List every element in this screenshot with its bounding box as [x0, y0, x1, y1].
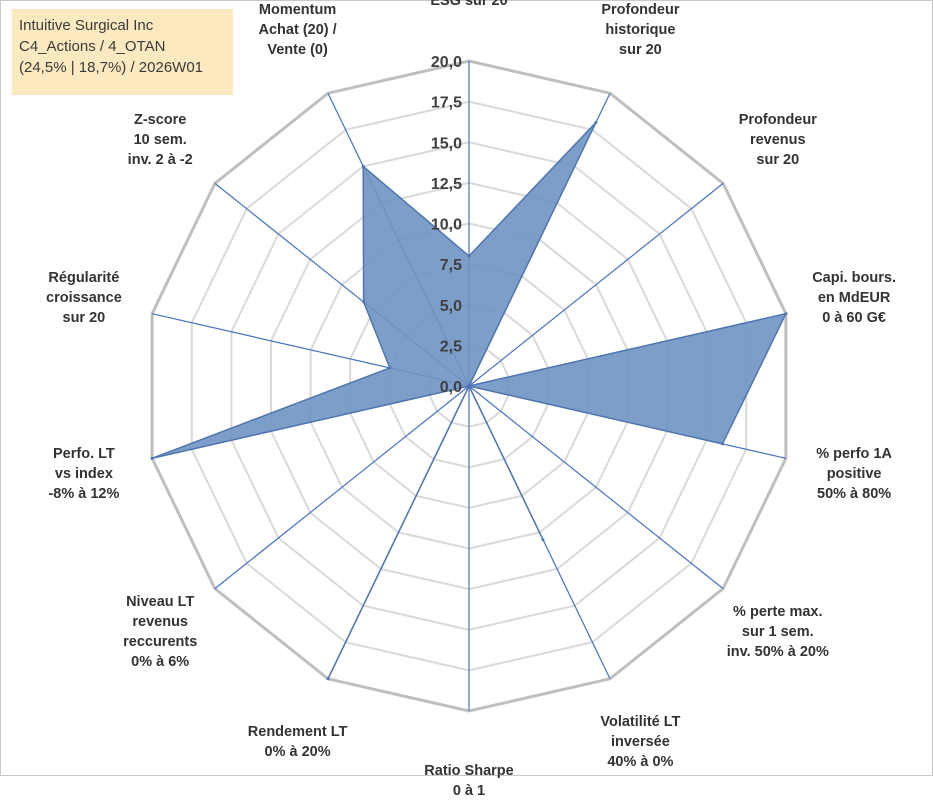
- series-point: [150, 456, 154, 460]
- radial-tick-label: 15,0: [431, 135, 462, 152]
- axis-label: Z-score 10 sem. inv. 2 à -2: [128, 110, 193, 170]
- axis-label-line: Ratio Sharpe: [424, 763, 514, 779]
- company-info-box: Intuitive Surgical Inc C4_Actions / 4_OT…: [12, 9, 233, 95]
- axis-label: Niveau LT revenus reccurents 0% à 6%: [123, 592, 197, 672]
- axis-label-line: Achat (20) /: [258, 22, 337, 39]
- axis-label-line: Profondeur: [738, 111, 817, 128]
- series-point: [361, 164, 365, 168]
- axis-label-line: Régularité: [48, 270, 120, 287]
- series-point: [362, 300, 366, 304]
- axis-label-line: sur 20: [619, 42, 662, 59]
- axis-label: Ratio Sharpe 0 à 1: [424, 761, 513, 801]
- axis-label: Capi. bours. en MdEUR 0 à 60 G€: [812, 268, 896, 328]
- axis-label-line: % perte max.: [733, 604, 823, 621]
- axis-label-line: Z-score: [133, 111, 187, 128]
- radial-tick-label: 17,5: [431, 95, 462, 112]
- series-point: [467, 384, 471, 388]
- axis-label-line: revenus: [749, 131, 806, 148]
- axis-label: NoteESG sur 20: [430, 0, 507, 11]
- axis-label-line: Momentum: [258, 2, 337, 19]
- axis-label-line: sur 1 sem.: [741, 624, 814, 641]
- radial-tick-label: 12,5: [431, 176, 462, 193]
- axis-label-line: Niveau LT: [126, 594, 195, 611]
- axis-label-line: Perfo. LT: [53, 445, 115, 462]
- axis-label-line: 0 à 60 G€: [822, 310, 886, 327]
- series-point: [388, 366, 392, 370]
- axis-label-line: Volatilité LT: [600, 713, 681, 730]
- axis-spoke: [214, 385, 470, 590]
- series-point: [721, 442, 724, 446]
- axis-label-line: 50% à 80%: [817, 485, 892, 502]
- axis-label-line: sur 20: [62, 310, 106, 327]
- axis-label: Profondeur historique sur 20: [601, 0, 679, 60]
- axis-label-line: inv. 2 à -2: [127, 151, 193, 168]
- axis-spoke: [468, 385, 724, 590]
- axis-label-line: inversée: [610, 733, 670, 750]
- axis-label-line: sur 20: [756, 151, 800, 168]
- axis-label-line: positive: [826, 465, 882, 482]
- axis-label-line: en MdEUR: [817, 290, 891, 307]
- radial-tick-label: 10,0: [431, 217, 462, 234]
- radial-tick-label: 20,0: [431, 54, 462, 71]
- radial-tick-labels: 0,0 2,5 5,0 7,5 10,0 12,5 15,0 17,5 20,0: [431, 54, 462, 396]
- axis-label-line: ESG sur 20: [430, 0, 508, 9]
- axis-label: % perte max. sur 1 sem. inv. 50% à 20%: [727, 602, 829, 662]
- axis-label-line: vs index: [54, 465, 113, 482]
- axis-label-line: Vente (0): [267, 42, 328, 59]
- radial-tick-label: 5,0: [440, 298, 462, 315]
- axis-label-line: 40% à 0%: [607, 753, 674, 770]
- radial-tick-label: 7,5: [440, 257, 462, 274]
- axis-label-line: historique: [605, 22, 676, 39]
- radar-chart: 0,0 2,5 5,0 7,5 10,0 12,5 15,0 17,5 20,0: [150, 54, 788, 713]
- axis-label-line: % perfo 1A: [816, 445, 892, 462]
- series-point: [594, 121, 598, 124]
- axis-label: Régularité croissance sur 20: [46, 268, 122, 328]
- series-point: [467, 254, 471, 258]
- series-point: [541, 538, 545, 542]
- series-point: [784, 312, 788, 316]
- radial-tick-label: 2,5: [440, 338, 462, 355]
- series-point: [326, 677, 330, 681]
- axis-label-line: 0% à 20%: [264, 743, 331, 760]
- axis-label-line: Rendement LT: [247, 723, 348, 740]
- radial-tick-label: 0,0: [440, 379, 462, 396]
- axis-label-line: -8% à 12%: [48, 485, 120, 502]
- axis-label-line: Capi. bours.: [812, 270, 896, 287]
- axis-label: % perfo 1A positive 50% à 80%: [816, 444, 892, 504]
- axis-label-line: revenus: [132, 614, 188, 631]
- axis-label-line: 0% à 6%: [131, 654, 190, 671]
- axis-label: Profondeur revenus sur 20: [739, 110, 817, 170]
- axis-spoke: [468, 182, 724, 387]
- axis-label-line: inv. 50% à 20%: [726, 644, 829, 661]
- company-name: Intuitive Surgical Inc: [19, 17, 154, 34]
- axis-label-line: 0 à 1: [452, 783, 486, 799]
- axis-label: Momentum Achat (20) / Vente (0): [259, 0, 337, 60]
- weights-and-week: (24,5% | 18,7%) / 2026W01: [19, 59, 203, 76]
- axis-label: Perfo. LT vs index -8% à 12%: [48, 444, 119, 504]
- portfolio-name: C4_Actions / 4_OTAN: [19, 38, 166, 55]
- axis-label: Volatilité LT inversée 40% à 0%: [600, 712, 680, 772]
- axis-label-line: reccurents: [123, 634, 198, 651]
- axis-label-line: Profondeur: [601, 2, 680, 19]
- axis-label-line: 10 sem.: [133, 131, 187, 148]
- axis-label: Rendement LT 0% à 20%: [248, 722, 348, 762]
- radar-series: [150, 121, 788, 681]
- axis-label-line: croissance: [46, 290, 122, 307]
